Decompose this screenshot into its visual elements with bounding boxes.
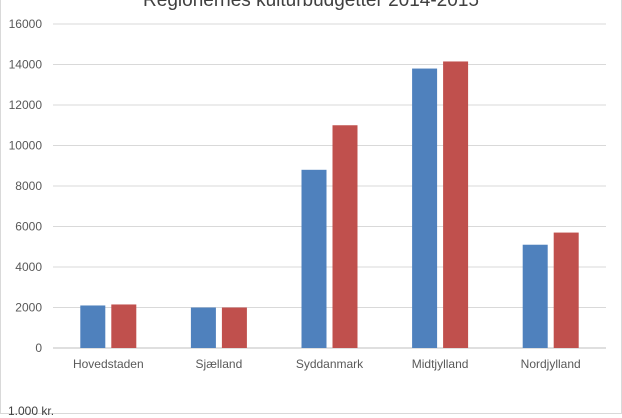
bar-syddanmark-series-2 [332, 125, 358, 348]
chart-title: Regionernes kulturbudgetter 2014-2015 [143, 0, 479, 11]
bar-syddanmark-series-1 [301, 169, 327, 348]
bar-midtjylland-series-2 [443, 61, 469, 349]
y-tick-label: 16000 [9, 17, 43, 31]
bar-sjælland-series-1 [190, 307, 216, 348]
bar-sjælland-series-2 [221, 307, 247, 348]
x-tick-label: Sjælland [196, 357, 243, 371]
bar-nordjylland-series-1 [522, 244, 548, 348]
y-tick-label: 10000 [9, 139, 43, 153]
y-tick-label: 0 [35, 341, 42, 355]
unit-footnote: 1.000 kr. [8, 404, 55, 418]
y-tick-label: 8000 [15, 179, 42, 193]
y-tick-label: 6000 [15, 220, 42, 234]
y-tick-label: 14000 [9, 58, 43, 72]
y-tick-label: 12000 [9, 98, 43, 112]
x-tick-label: Nordjylland [521, 357, 581, 371]
y-tick-label: 2000 [15, 301, 42, 315]
x-tick-label: Hovedstaden [73, 357, 144, 371]
bar-nordjylland-series-2 [553, 232, 579, 348]
gridlines [53, 23, 606, 349]
x-tick-label: Midtjylland [412, 357, 469, 371]
bar-hovedstaden-series-2 [111, 304, 137, 348]
bar-hovedstaden-series-1 [80, 305, 106, 348]
x-axis-category-labels: Hovedstaden Sjælland Syddanmark Midtjylland… [73, 357, 581, 371]
bar-midtjylland-series-1 [412, 68, 438, 349]
y-tick-label: 4000 [15, 260, 42, 274]
y-axis-tick-labels: 0 2000 4000 6000 8000 10000 12000 14000 16000 [9, 17, 43, 355]
bars [80, 61, 579, 349]
x-tick-label: Syddanmark [296, 357, 364, 371]
